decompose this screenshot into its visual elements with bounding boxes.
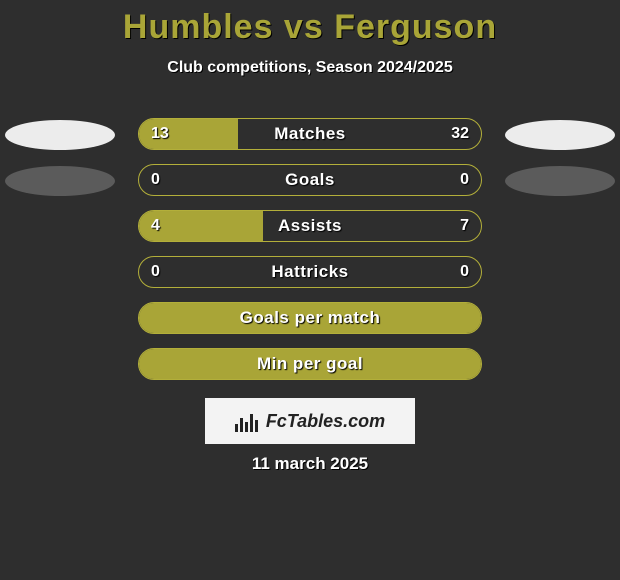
stat-bar: 1332Matches bbox=[138, 118, 482, 150]
stat-row: 1332Matches bbox=[0, 118, 620, 152]
stat-row: Goals per match bbox=[0, 302, 620, 336]
watermark-text: FcTables.com bbox=[266, 411, 385, 432]
watermark-badge: FcTables.com bbox=[205, 398, 415, 444]
player-ellipse-right bbox=[505, 120, 615, 150]
stat-bar: Min per goal bbox=[138, 348, 482, 380]
stat-bar: Goals per match bbox=[138, 302, 482, 334]
stat-label: Goals per match bbox=[139, 303, 481, 333]
page-subtitle: Club competitions, Season 2024/2025 bbox=[0, 59, 620, 77]
stat-bar: 47Assists bbox=[138, 210, 482, 242]
bars-icon bbox=[235, 411, 260, 432]
stat-bar: 00Goals bbox=[138, 164, 482, 196]
page-title: Humbles vs Ferguson bbox=[0, 0, 620, 47]
player-ellipse-left bbox=[5, 166, 115, 196]
player-ellipse-left bbox=[5, 120, 115, 150]
stat-label: Min per goal bbox=[139, 349, 481, 379]
stat-label: Goals bbox=[139, 165, 481, 195]
stat-row: 47Assists bbox=[0, 210, 620, 244]
stat-bar: 00Hattricks bbox=[138, 256, 482, 288]
stat-row: 00Hattricks bbox=[0, 256, 620, 290]
stat-row: 00Goals bbox=[0, 164, 620, 198]
comparison-infographic: Humbles vs Ferguson Club competitions, S… bbox=[0, 0, 620, 580]
date-label: 11 march 2025 bbox=[0, 454, 620, 474]
stat-rows: 1332Matches 00Goals 47Assists 00Hattricks Go… bbox=[0, 118, 620, 394]
stat-label: Assists bbox=[139, 211, 481, 241]
stat-label: Matches bbox=[139, 119, 481, 149]
stat-label: Hattricks bbox=[139, 257, 481, 287]
player-ellipse-right bbox=[505, 166, 615, 196]
stat-row: Min per goal bbox=[0, 348, 620, 382]
